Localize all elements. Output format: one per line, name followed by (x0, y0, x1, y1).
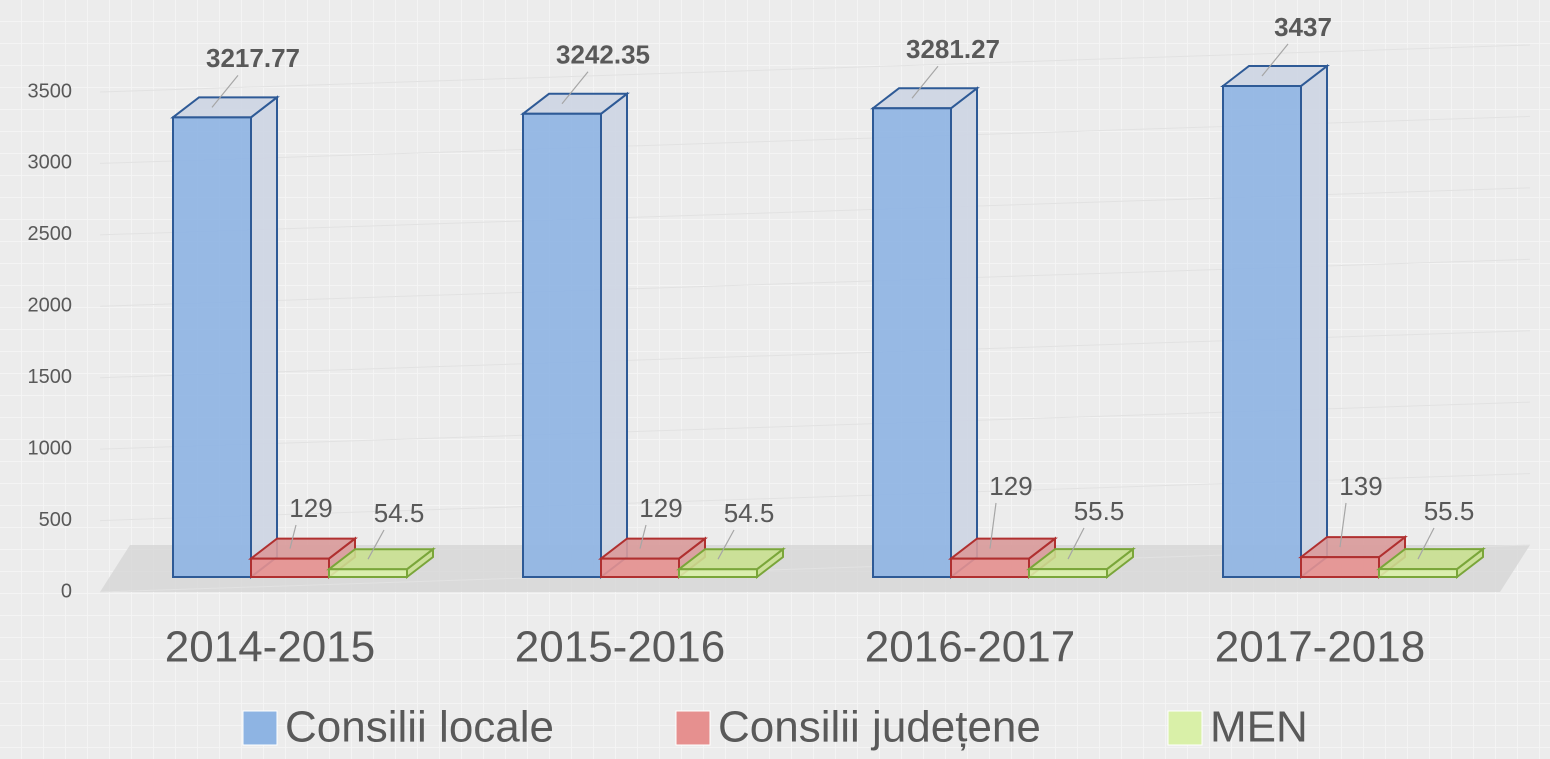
legend-swatch (242, 710, 278, 746)
legend-swatch (1167, 710, 1203, 746)
data-label: 129 (639, 493, 682, 523)
data-label: 3217.77 (206, 43, 300, 73)
legend-swatch (675, 710, 711, 746)
x-tick-label: 2017-2018 (1215, 623, 1425, 672)
bar (170, 95, 280, 580)
leader-line (289, 524, 297, 549)
legend-label: Consilii locale (285, 703, 554, 752)
bar (326, 547, 436, 580)
leader-line (561, 71, 589, 105)
leader-line (717, 529, 735, 560)
data-label: 3281.27 (906, 34, 1000, 64)
data-label: 55.5 (1074, 496, 1125, 526)
legend-label: MEN (1210, 703, 1308, 752)
data-label: 54.5 (724, 498, 775, 528)
y-tick-label: 3500 (28, 80, 73, 102)
x-tick-label: 2015-2016 (515, 623, 725, 672)
data-label: 55.5 (1424, 496, 1475, 526)
leader-line (639, 524, 647, 549)
bar (1220, 63, 1330, 580)
leader-line (1339, 502, 1347, 548)
data-label: 129 (989, 471, 1032, 501)
data-label: 54.5 (374, 498, 425, 528)
grid-line (99, 44, 1531, 93)
bar (676, 547, 786, 580)
leader-line (367, 529, 385, 560)
bar (520, 91, 630, 580)
y-tick-label: 500 (39, 509, 72, 531)
y-tick-label: 2500 (28, 223, 73, 245)
bar (1376, 547, 1486, 580)
data-label: 139 (1339, 471, 1382, 501)
leader-line (211, 74, 239, 108)
leader-line (1067, 527, 1085, 560)
bar (948, 536, 1058, 580)
y-tick-label: 0 (61, 580, 72, 602)
y-tick-label: 2000 (28, 295, 73, 317)
legend-label: Consilii județene (718, 703, 1041, 752)
data-label: 3437 (1274, 12, 1332, 42)
y-tick-label: 1500 (28, 366, 73, 388)
x-tick-label: 2016-2017 (865, 623, 1075, 672)
bar (870, 86, 980, 580)
data-label: 129 (289, 493, 332, 523)
y-tick-label: 3000 (28, 152, 73, 174)
data-label: 3242.35 (556, 40, 650, 70)
leader-line (989, 502, 997, 549)
y-tick-label: 1000 (28, 437, 73, 459)
x-tick-label: 2014-2015 (165, 623, 375, 672)
leader-line (911, 65, 939, 99)
leader-line (1417, 527, 1435, 560)
bar (1026, 547, 1136, 580)
leader-line (1261, 43, 1289, 77)
